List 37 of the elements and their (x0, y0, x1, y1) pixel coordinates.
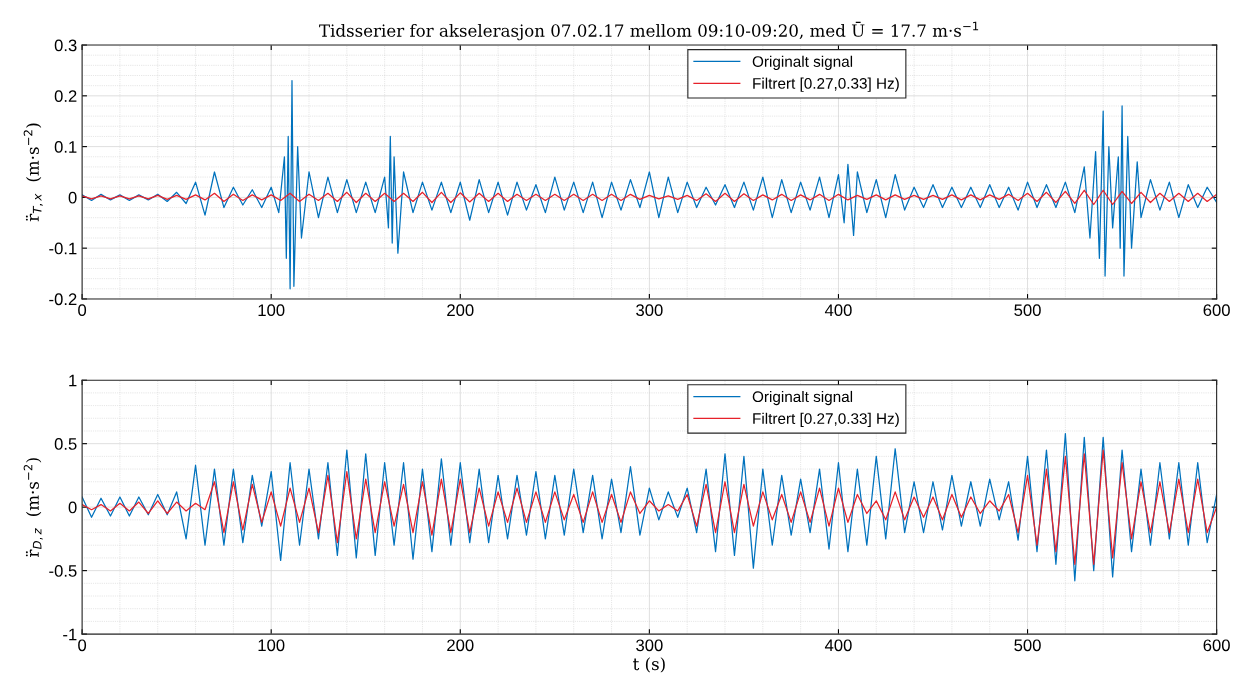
x-tick-label: 0 (78, 639, 87, 652)
legend-label: Filtrert [0.27,0.33] Hz) (753, 412, 899, 428)
x-tick-label: 400 (824, 639, 852, 652)
y-tick-label: 0 (68, 191, 77, 204)
legend-label: Originalt signal (752, 390, 853, 406)
x-tick-label: 200 (447, 639, 474, 652)
x-axis-title: t (s) (633, 657, 665, 673)
line-series (82, 189, 1217, 206)
x-tick-label: 100 (258, 639, 285, 652)
legend-label: Filtrert [0.27,0.33] Hz) (753, 77, 899, 92)
x-tick-label: 100 (258, 304, 285, 317)
y-tick-label: -0.5 (49, 565, 77, 577)
x-tick-label: 400 (824, 304, 852, 317)
y-tick-label: 0 (68, 501, 77, 514)
legend-label: Originalt signal (752, 55, 853, 70)
y-tick-label: 0.1 (54, 141, 77, 153)
y-tick-label: -0.1 (49, 242, 77, 255)
y-tick-label: -1 (63, 628, 77, 641)
y-tick-label: 1 (69, 374, 77, 387)
y-tick-label: -0.2 (49, 293, 77, 306)
y-axis-title: r̈$_{T,x}$ (m·s$^{−2}$) (23, 123, 43, 222)
x-tick-label: 300 (636, 304, 663, 317)
x-tick-label: 500 (1014, 304, 1041, 317)
x-tick-label: 500 (1014, 639, 1041, 652)
y-tick-label: 0.5 (54, 438, 77, 450)
line-series (82, 432, 1217, 582)
y-tick-label: 0.2 (54, 90, 77, 103)
x-tick-label: 600 (1203, 639, 1230, 652)
chart-title: Tidsserier for akselerasjon 07.02.17 mellom 09:10-09:20, med Ū = 17.7 m·s$^{−1}$ (319, 21, 979, 41)
line-series (82, 449, 1217, 565)
x-tick-label: 200 (447, 304, 474, 317)
line-series (82, 79, 1217, 290)
y-axis-title: r̈$_{D,z}$ (m·s$^{−2}$) (23, 458, 43, 557)
x-tick-label: 300 (636, 639, 663, 652)
x-tick-label: 600 (1203, 304, 1230, 317)
y-tick-label: 0.3 (54, 39, 77, 52)
x-tick-label: 0 (78, 304, 87, 317)
